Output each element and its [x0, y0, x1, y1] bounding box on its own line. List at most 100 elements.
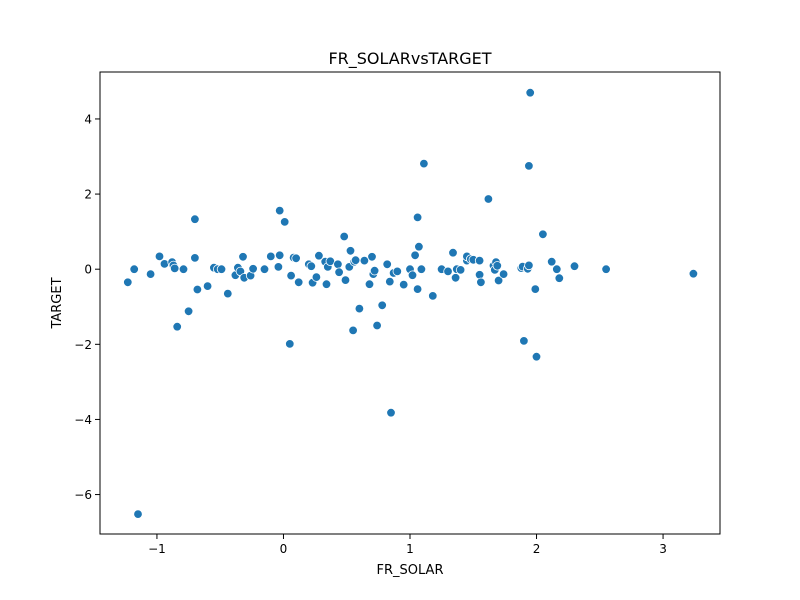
data-point [688, 269, 699, 279]
data-point [123, 277, 133, 288]
data-point [372, 320, 382, 331]
data-point [339, 231, 349, 242]
y-axis-label: TARGET [50, 277, 65, 329]
data-point [443, 266, 453, 277]
data-point [524, 260, 534, 271]
data-point [348, 325, 358, 336]
data-point [419, 158, 429, 169]
data-point [354, 303, 365, 314]
data-point [345, 246, 356, 256]
points-layer [123, 87, 699, 519]
data-point [183, 306, 194, 317]
data-point [407, 270, 418, 280]
x-axis-label: FR_SOLAR [377, 563, 444, 578]
data-point [333, 259, 343, 270]
data-point [410, 250, 420, 261]
data-point [382, 259, 392, 270]
data-point [192, 284, 203, 295]
data-point [492, 261, 503, 271]
data-point [414, 241, 424, 252]
y-tick-label: −4 [74, 413, 92, 427]
data-point [238, 252, 248, 262]
data-point [223, 288, 233, 299]
data-point [190, 253, 200, 263]
data-point [377, 300, 387, 311]
data-point [350, 255, 361, 265]
data-point [216, 264, 227, 274]
data-point [178, 264, 189, 274]
data-point [311, 272, 322, 282]
data-point [601, 264, 611, 274]
data-point [412, 212, 423, 223]
data-point [334, 267, 344, 277]
data-point [169, 263, 180, 274]
y-tick-label: 2 [84, 188, 92, 202]
data-point [554, 273, 565, 283]
data-point [129, 264, 139, 274]
x-tick-label: 2 [533, 542, 541, 556]
data-point [154, 251, 165, 262]
data-point [531, 352, 542, 362]
data-point [448, 247, 458, 258]
y-tick-label: 4 [84, 112, 92, 126]
data-point [306, 261, 317, 271]
data-point [498, 269, 509, 279]
chart-title: FR_SOLARvsTARGET [328, 49, 491, 69]
data-point [569, 261, 580, 271]
y-tick-label: 0 [84, 263, 92, 277]
data-point [474, 255, 485, 266]
data-point [275, 205, 285, 216]
data-point [340, 275, 351, 285]
data-point [202, 281, 213, 291]
data-point [321, 279, 332, 289]
data-point [280, 217, 290, 227]
data-point [450, 273, 461, 283]
data-point [392, 266, 403, 277]
data-point [552, 264, 562, 274]
data-point [286, 270, 296, 281]
data-point [386, 408, 396, 418]
data-point [524, 161, 534, 171]
data-point [285, 339, 295, 349]
data-point [547, 257, 557, 267]
y-tick-label: −6 [74, 488, 92, 502]
data-point [399, 279, 409, 290]
data-point [493, 275, 504, 286]
data-point [369, 266, 380, 276]
data-point [416, 264, 427, 274]
data-point [190, 214, 200, 224]
y-axis: −6 −4 −2 0 2 4 [74, 112, 100, 502]
x-tick-label: −1 [148, 542, 166, 556]
data-point [519, 336, 529, 346]
data-point [133, 509, 143, 519]
data-point [455, 265, 466, 275]
data-point [476, 277, 486, 288]
data-point [428, 291, 438, 301]
x-axis: −1 0 1 2 3 [148, 534, 667, 556]
data-point [294, 277, 304, 288]
data-point [291, 253, 301, 263]
data-point [259, 264, 270, 274]
data-point [275, 250, 285, 261]
data-point [266, 251, 276, 262]
x-tick-label: 1 [406, 542, 414, 556]
y-tick-label: −2 [74, 338, 92, 352]
data-point [367, 252, 377, 262]
data-point [314, 250, 324, 261]
data-point [483, 194, 494, 204]
x-tick-label: 3 [659, 542, 667, 556]
data-point [538, 229, 548, 240]
data-point [385, 276, 395, 287]
data-point [530, 284, 541, 294]
x-tick-label: 0 [280, 542, 288, 556]
data-point [145, 269, 156, 279]
data-point [412, 284, 423, 294]
data-point [525, 87, 535, 98]
data-point [364, 279, 375, 289]
data-point [359, 255, 370, 266]
data-point [248, 264, 258, 274]
data-point [159, 259, 170, 269]
data-point [172, 322, 182, 332]
